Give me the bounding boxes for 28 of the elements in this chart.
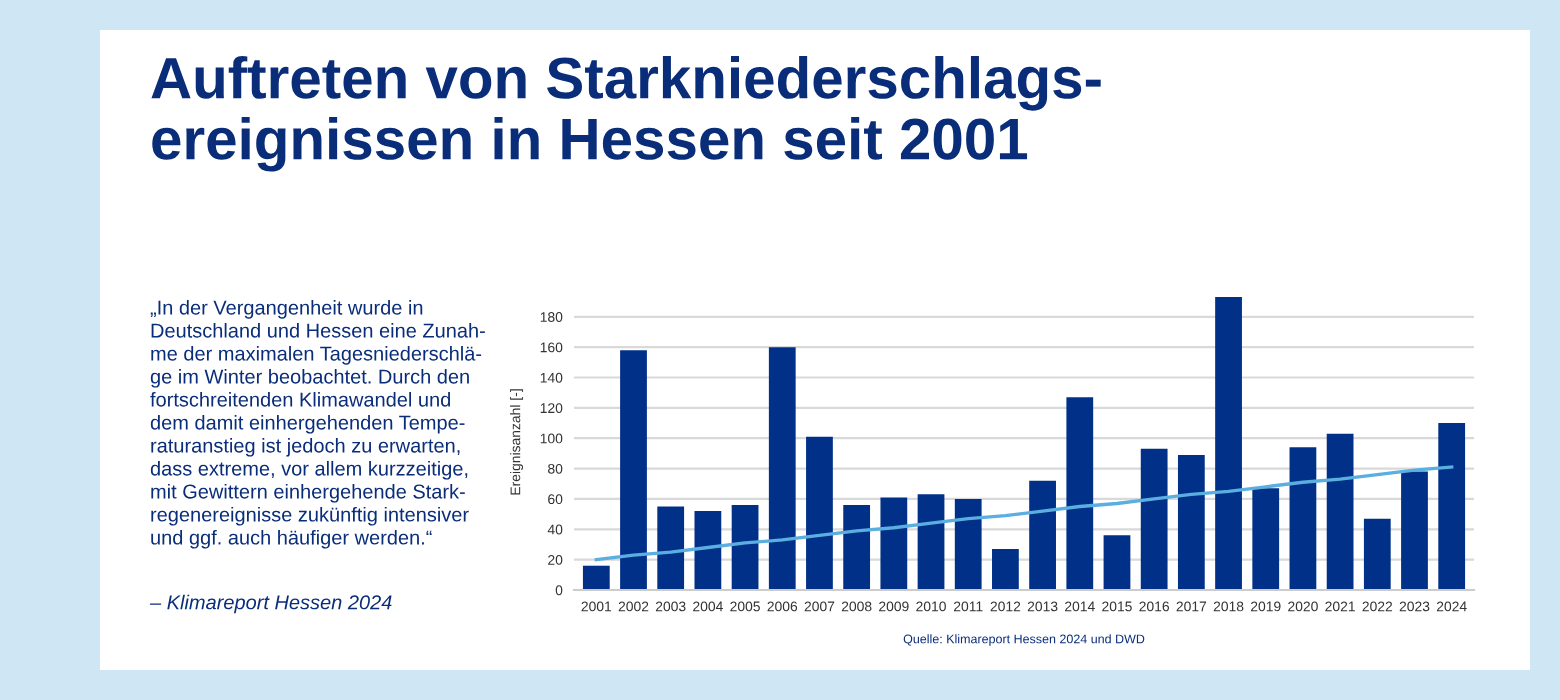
bar bbox=[1401, 471, 1428, 590]
bar bbox=[1215, 297, 1242, 590]
bar bbox=[843, 504, 871, 590]
line-series bbox=[594, 465, 1454, 562]
bar bbox=[620, 350, 647, 590]
bar bbox=[657, 506, 685, 590]
bar bbox=[731, 504, 759, 590]
bar bbox=[1326, 433, 1354, 590]
bar bbox=[880, 497, 908, 590]
bar bbox=[768, 347, 796, 590]
bar bbox=[1140, 448, 1168, 590]
bar bbox=[992, 549, 1019, 590]
text: – Klimareport Hessen 2024 bbox=[149, 594, 392, 614]
bar bbox=[1029, 480, 1056, 590]
bar bbox=[1289, 447, 1317, 590]
bar bbox=[1438, 423, 1466, 590]
bar bbox=[1066, 397, 1094, 590]
bar bbox=[917, 494, 945, 590]
chart-title: Auftreten von Starkniederschlags- ereignissen in Hessen seit 2001 bbox=[151, 56, 1101, 172]
bar bbox=[1252, 488, 1280, 590]
bar bbox=[1363, 518, 1391, 590]
bar bbox=[1177, 454, 1205, 590]
bar bbox=[1103, 535, 1131, 590]
text: „In der Vergangenheit wurde in Deutschland und Hessen eine Zunah- me der maximalen Tagesniederschlä- ge im Winter beobachtet. Durch den fortschreitenden Klimawandel und dem damit einhergehenden Tempe- raturanstieg ist jedoch zu erwarten, dass extreme, vor allem kurzzeitige, mit Gewittern einhergehende Stark- regenereignisse zukünftig intensiver und ggf. auch häufiger werden.“ bbox=[150, 300, 485, 549]
bar bbox=[806, 436, 833, 590]
bar bbox=[582, 565, 610, 590]
bar bbox=[954, 498, 982, 590]
bar bbox=[694, 511, 722, 590]
